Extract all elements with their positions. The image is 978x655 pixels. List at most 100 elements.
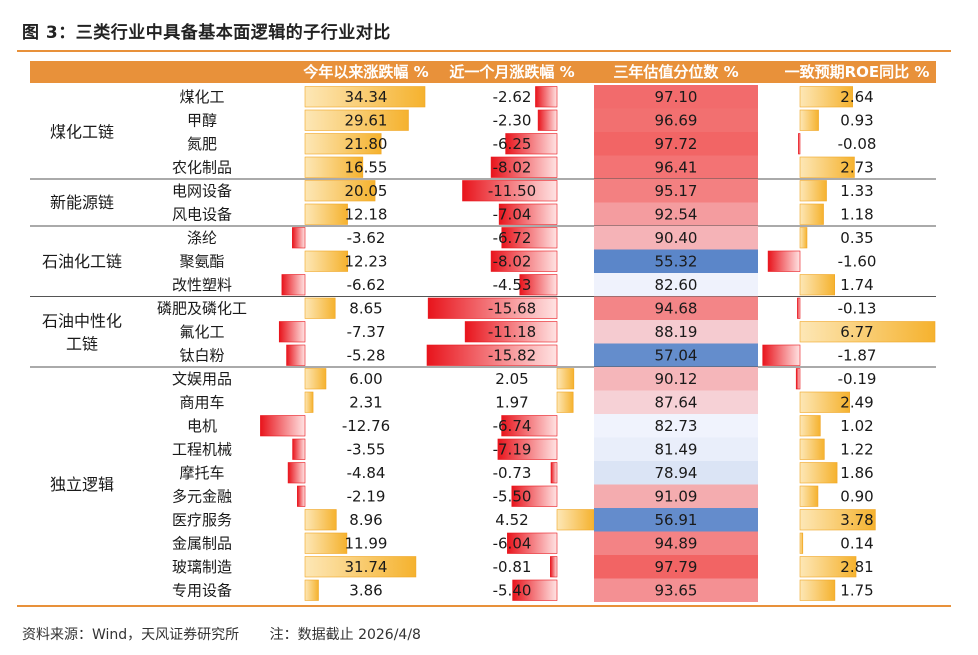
cell-value: 2.49 xyxy=(840,393,873,411)
data-bar xyxy=(304,368,327,390)
data-bar xyxy=(799,227,808,249)
cell-value: 1.33 xyxy=(840,182,873,200)
cell-value: 29.61 xyxy=(345,111,388,129)
cell-value: 82.60 xyxy=(655,276,698,294)
row-label: 摩托车 xyxy=(179,464,224,482)
data-bar xyxy=(304,579,319,601)
data-bar xyxy=(501,415,558,437)
data-bar xyxy=(304,203,348,225)
cell-value: -0.73 xyxy=(493,464,532,482)
data-bar xyxy=(304,180,376,202)
heat-cell xyxy=(594,343,758,367)
cell-value: 57.04 xyxy=(655,346,698,364)
cell-value: 97.10 xyxy=(655,88,698,106)
data-bar xyxy=(304,109,409,131)
heat-cell xyxy=(594,555,758,579)
heat-cell xyxy=(594,132,758,156)
cell-value: -2.62 xyxy=(493,88,532,106)
data-bar xyxy=(278,321,306,343)
cell-value: 96.41 xyxy=(655,158,698,176)
data-bar xyxy=(767,250,801,272)
row-label: 专用设备 xyxy=(172,581,232,599)
cell-value: -8.02 xyxy=(493,252,532,270)
row-label: 煤化工 xyxy=(179,88,224,106)
cell-value: 1.18 xyxy=(840,205,873,223)
cell-value: 92.54 xyxy=(655,205,698,223)
data-bar xyxy=(304,532,348,554)
cell-value: 97.72 xyxy=(655,135,698,153)
heat-cell xyxy=(594,226,758,250)
heat-cell xyxy=(594,367,758,391)
date-note: 注：数据截止 2026/4/8 xyxy=(269,627,421,643)
footer: 资料来源：Wind，天风证券研究所 注：数据截止 2026/4/8 xyxy=(22,624,447,644)
cell-value: -3.55 xyxy=(347,440,386,458)
data-bar xyxy=(556,368,575,390)
data-bar xyxy=(799,391,850,413)
cell-value: 6.77 xyxy=(840,323,873,341)
row-label: 磷肥及磷化工 xyxy=(157,299,247,317)
cell-value: 31.74 xyxy=(345,558,388,576)
heat-cell xyxy=(594,414,758,438)
data-bar xyxy=(304,556,417,578)
cell-value: 90.40 xyxy=(655,229,698,247)
cell-value: -5.28 xyxy=(347,346,386,364)
heat-cell xyxy=(594,461,758,485)
cell-value: -11.50 xyxy=(488,182,536,200)
data-bar xyxy=(426,344,558,366)
cell-value: -4.53 xyxy=(493,276,532,294)
cell-value: -15.68 xyxy=(488,299,536,317)
data-bar xyxy=(799,415,821,437)
cell-value: 55.32 xyxy=(655,252,698,270)
cell-value: 4.52 xyxy=(495,511,528,529)
data-bar xyxy=(304,297,336,319)
data-bar xyxy=(535,86,558,108)
data-bar xyxy=(519,274,558,296)
column-header-2: 近一个月涨跌幅 % xyxy=(449,63,574,81)
cell-value: 78.94 xyxy=(655,464,698,482)
heat-cell xyxy=(594,108,758,132)
column-header-4: 一致预期ROE同比 % xyxy=(785,63,930,81)
column-header-1: 今年以来涨跌幅 % xyxy=(302,63,428,81)
data-bar xyxy=(799,438,825,460)
data-bar xyxy=(799,509,876,531)
data-bar xyxy=(799,321,936,343)
cell-value: 2.05 xyxy=(495,370,528,388)
cell-value: -6.25 xyxy=(493,135,532,153)
data-bar xyxy=(799,556,857,578)
data-bar xyxy=(512,579,558,601)
cell-value: 2.31 xyxy=(349,393,382,411)
row-label: 聚氨酯 xyxy=(179,252,224,270)
figure-title: 图 3：三类行业中具备基本面逻辑的子行业对比 xyxy=(22,23,391,43)
cell-value: 0.90 xyxy=(840,487,873,505)
cell-value: 16.55 xyxy=(345,158,388,176)
data-bar xyxy=(799,532,804,554)
heat-cell xyxy=(594,179,758,203)
data-bar xyxy=(281,274,306,296)
source-note: 资料来源：Wind，天风证券研究所 xyxy=(22,627,240,643)
data-bar xyxy=(497,438,558,460)
heat-cell xyxy=(594,484,758,508)
cell-value: 95.17 xyxy=(655,182,698,200)
heat-cell xyxy=(594,296,758,320)
row-label: 商用车 xyxy=(179,393,224,411)
cell-value: 8.96 xyxy=(349,511,382,529)
heat-cell xyxy=(594,390,758,414)
data-bar xyxy=(304,391,314,413)
group-label: 独立逻辑 xyxy=(50,475,114,494)
data-bar xyxy=(297,485,306,507)
cell-value: 0.93 xyxy=(840,111,873,129)
row-label: 工程机械 xyxy=(172,440,232,458)
cell-value: -15.82 xyxy=(488,346,536,364)
data-bar xyxy=(287,462,306,484)
cell-value: -2.30 xyxy=(493,111,532,129)
data-bar xyxy=(799,180,827,202)
row-label: 多元金融 xyxy=(172,487,232,505)
row-label: 医疗服务 xyxy=(172,511,232,529)
data-bar xyxy=(501,227,558,249)
group-label-line1: 石油中性化 xyxy=(42,311,122,330)
data-bar xyxy=(762,344,801,366)
data-bar xyxy=(797,297,801,319)
cell-value: -12.76 xyxy=(342,417,390,435)
cell-value: 91.09 xyxy=(655,487,698,505)
column-header-3: 三年估值分位数 % xyxy=(613,63,738,81)
